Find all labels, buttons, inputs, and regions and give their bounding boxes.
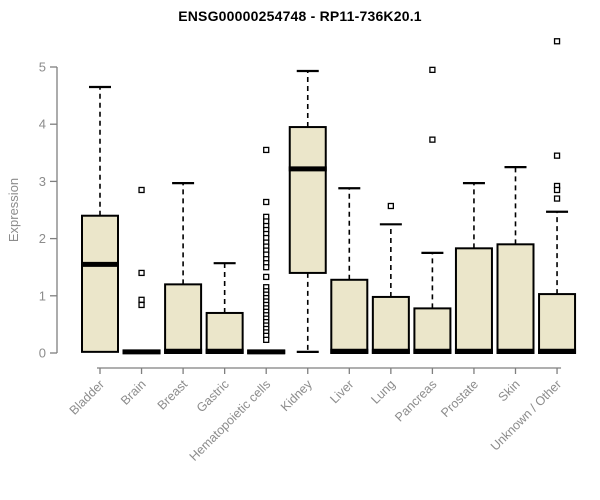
x-tick-label-bladder: Bladder — [67, 377, 107, 417]
outlier-point — [553, 152, 561, 159]
boxplot-liver — [330, 187, 369, 354]
iqr-box — [496, 243, 535, 355]
outlier-point — [429, 136, 436, 143]
outlier-point — [429, 66, 436, 74]
outlier-point — [138, 269, 145, 277]
outlier-point — [138, 186, 145, 194]
x-tick-label-prostate: Prostate — [438, 377, 481, 420]
x-tick-label-kidney: Kidney — [278, 377, 315, 414]
outlier-point — [263, 264, 270, 271]
outlier-point — [553, 186, 561, 194]
y-axis: 0 1 2 3 4 5 — [39, 60, 58, 361]
boxplot-breast — [164, 182, 203, 354]
x-tick-label-liver: Liver — [327, 377, 356, 406]
x-tick-label-unknown-other: Unknown / Other — [488, 377, 564, 453]
boxplot-brain — [122, 186, 161, 355]
x-tick-label-gastric: Gastric — [194, 377, 232, 415]
outlier-point — [263, 273, 270, 281]
outlier-point — [138, 296, 145, 303]
y-tick-label: 3 — [39, 174, 46, 189]
iqr-box — [330, 278, 369, 354]
x-tick-label-skin: Skin — [496, 377, 523, 404]
boxplot-prostate — [454, 182, 493, 355]
boxplot-pancreas — [413, 66, 452, 355]
outlier-point — [263, 336, 270, 343]
iqr-box — [371, 295, 410, 354]
x-tick-label-breast: Breast — [155, 377, 191, 413]
boxplot-hematopoietic-cells — [247, 146, 286, 355]
x-tick-label-lung: Lung — [368, 377, 398, 407]
boxplot-kidney — [288, 69, 327, 353]
iqr-box — [413, 307, 452, 355]
boxplot-lung — [371, 202, 410, 354]
y-tick-label: 0 — [39, 346, 46, 361]
y-tick-label: 5 — [39, 60, 46, 75]
x-tick-label-pancreas: Pancreas — [392, 377, 439, 424]
chart-title: ENSG00000254748 - RP11-736K20.1 — [178, 8, 422, 24]
y-tick-label: 2 — [39, 231, 46, 246]
iqr-box — [454, 247, 493, 355]
outlier-point — [553, 38, 561, 45]
outlier-point — [263, 146, 270, 154]
outlier-point — [138, 301, 145, 309]
outlier-point — [553, 195, 561, 202]
boxplot-unknown-other — [538, 38, 577, 355]
outlier-point — [263, 198, 270, 206]
x-tick-label-hematopoietic-cells: Hematopoietic cells — [187, 377, 274, 464]
iqr-box — [205, 311, 244, 354]
boxplot-bladder — [81, 85, 119, 353]
y-tick-label: 1 — [39, 288, 46, 303]
iqr-box — [164, 283, 203, 354]
boxplot-gastric — [205, 262, 244, 354]
iqr-box — [288, 126, 327, 274]
x-tick-label-brain: Brain — [118, 377, 149, 408]
y-tick-label: 4 — [39, 117, 46, 132]
iqr-box — [81, 214, 119, 353]
iqr-box — [538, 293, 577, 355]
outlier-point — [387, 202, 395, 210]
boxplot-skin — [496, 166, 535, 355]
